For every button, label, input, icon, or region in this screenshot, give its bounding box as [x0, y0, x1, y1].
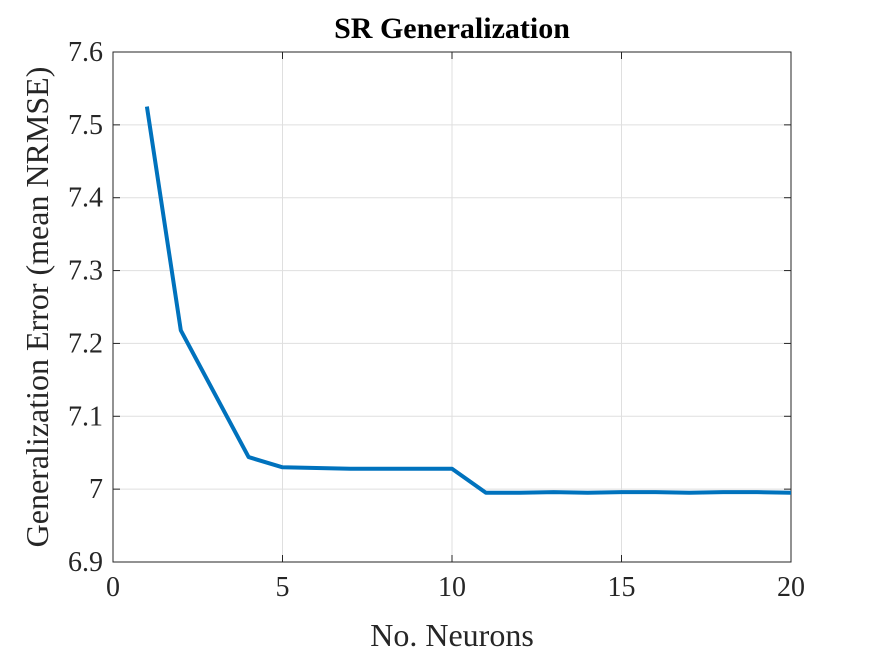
chart-title: SR Generalization	[334, 12, 570, 45]
x-tick-label: 20	[777, 572, 805, 603]
grid	[112, 51, 792, 563]
y-tick-label: 7.1	[68, 401, 103, 432]
ticks: 0 5 10 15 20 6.9 7 7.1 7.2 7.3 7.4 7.5 7.6	[68, 37, 805, 603]
y-tick-label: 7	[89, 474, 103, 505]
series-group	[144, 106, 792, 495]
y-tick-label: 7.2	[68, 328, 103, 359]
y-axis-label: Generalization Error (mean NRMSE)	[19, 67, 55, 548]
y-tick-label: 7.6	[68, 37, 103, 68]
series-line	[144, 106, 792, 495]
y-tick-label: 7.3	[68, 256, 103, 287]
x-tick-label: 10	[438, 572, 466, 603]
x-axis-label: No. Neurons	[370, 617, 534, 653]
y-tick-label: 7.4	[68, 183, 103, 214]
x-tick-label: 0	[106, 572, 120, 603]
x-tick-label: 15	[608, 572, 636, 603]
y-tick-label: 7.5	[68, 110, 103, 141]
y-tick-label: 6.9	[68, 547, 103, 578]
x-tick-label: 5	[276, 572, 290, 603]
